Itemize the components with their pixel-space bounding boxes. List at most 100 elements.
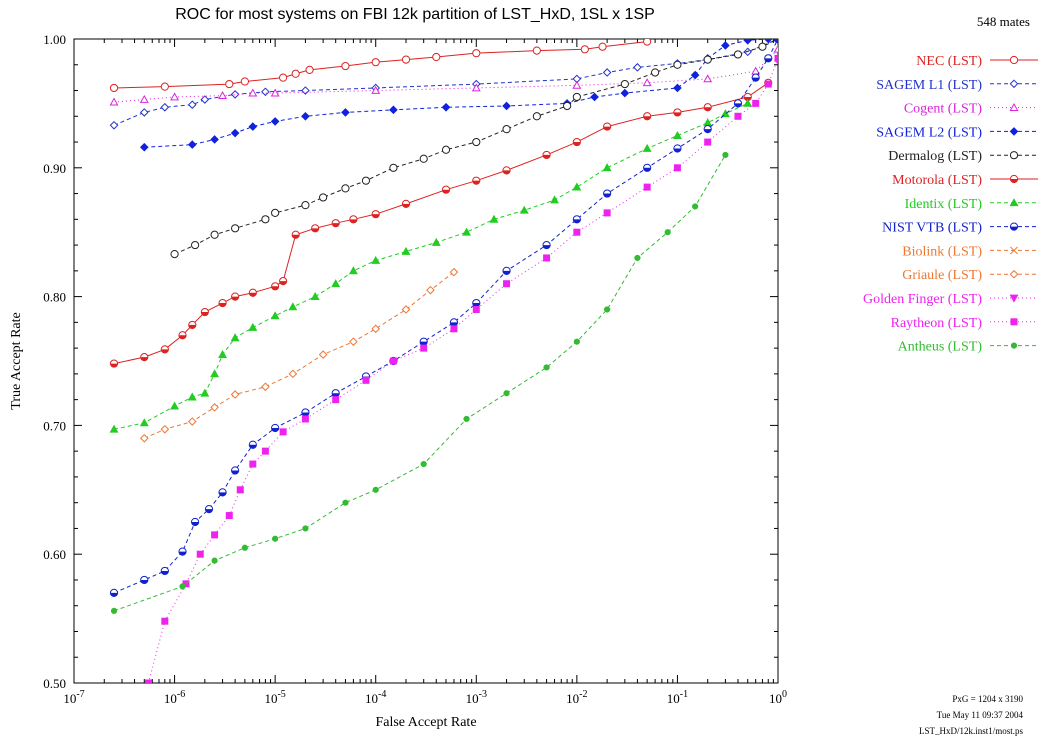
data-point: [673, 83, 682, 93]
x-tick-base: 10: [365, 691, 378, 706]
data-point: [774, 54, 778, 62]
data-point: [401, 55, 411, 64]
x-tick-base: 10: [164, 691, 177, 706]
data-point: [139, 94, 149, 103]
y-tick-label: 0.90: [43, 161, 66, 176]
footnote-file: LST_HxD/12k.inst1/most.ps: [919, 726, 1024, 736]
data-point-half-fill: [764, 58, 772, 62]
data-point: [441, 145, 451, 154]
data-point: [1010, 246, 1018, 255]
series-5: [109, 78, 773, 368]
data-point: [270, 88, 280, 97]
data-point: [161, 617, 169, 625]
data-point: [532, 46, 541, 55]
data-point: [160, 82, 169, 91]
data-point: [673, 164, 681, 172]
data-point-half-fill: [704, 107, 712, 111]
legend-item: NIST VTB (LST): [882, 221, 1038, 236]
data-point: [703, 118, 713, 127]
x-tick-label: 10-5: [264, 689, 285, 706]
data-point: [389, 105, 398, 115]
data-point: [371, 58, 380, 67]
data-point: [543, 364, 550, 371]
data-point: [160, 424, 170, 434]
data-point: [279, 73, 288, 82]
x-tick-label: 10-7: [63, 689, 84, 706]
x-tick-label: 10-1: [667, 689, 688, 706]
data-point: [722, 151, 729, 159]
data-point: [426, 285, 435, 295]
data-point-half-fill: [161, 570, 169, 575]
data-point: [1009, 55, 1019, 65]
data-point-half-fill: [218, 492, 227, 496]
chart-title: ROC for most systems on FBI 12k partitio…: [175, 6, 655, 23]
data-point-half-fill: [774, 39, 778, 43]
series-2: [109, 44, 778, 106]
data-point: [602, 68, 612, 77]
data-point: [692, 203, 699, 210]
legend-label: Raytheon (LST): [891, 316, 983, 331]
series-line: [113, 39, 778, 594]
series-layer: [109, 39, 778, 683]
legend-item: Motorola (LST): [892, 173, 1038, 188]
data-point: [572, 182, 582, 191]
data-point: [720, 109, 730, 118]
series-1: [109, 39, 778, 130]
data-point: [372, 486, 379, 493]
data-point: [236, 486, 244, 494]
data-point: [332, 396, 340, 404]
data-point: [651, 68, 660, 77]
data-point: [261, 382, 270, 392]
x-tick-base: 10: [466, 691, 479, 706]
y-tick-label: 1.00: [43, 32, 66, 47]
data-point: [302, 525, 309, 532]
data-point: [341, 61, 350, 71]
data-point-half-fill: [643, 167, 651, 172]
data-point: [420, 460, 427, 468]
data-point: [743, 39, 753, 45]
data-point: [580, 45, 589, 54]
data-point: [187, 140, 197, 149]
data-point: [763, 39, 773, 44]
data-point-half-fill: [502, 270, 511, 275]
data-point: [319, 193, 328, 202]
legend-item: Golden Finger (LST): [863, 292, 1038, 307]
data-point: [432, 52, 441, 62]
data-point: [179, 583, 186, 590]
series-line: [113, 48, 778, 103]
data-point: [758, 42, 767, 51]
data-point: [642, 78, 652, 87]
data-point: [225, 79, 234, 89]
data-point: [261, 87, 270, 97]
data-point: [489, 214, 499, 223]
data-point: [288, 302, 298, 311]
data-point: [291, 69, 300, 78]
data-point: [743, 98, 753, 107]
data-point: [261, 215, 270, 224]
data-point: [502, 101, 511, 111]
data-point: [270, 117, 280, 126]
data-point: [602, 163, 612, 172]
data-point-half-fill: [178, 551, 187, 556]
data-point: [341, 184, 350, 193]
data-point: [431, 237, 441, 246]
data-point: [463, 415, 470, 423]
data-point: [230, 333, 240, 342]
data-point: [139, 433, 149, 443]
data-point-half-fill: [442, 189, 450, 194]
legend-item: Identix (LST): [905, 197, 1038, 212]
data-point: [288, 369, 298, 379]
data-point-half-fill: [332, 393, 340, 397]
data-point: [230, 90, 240, 99]
data-point: [310, 291, 320, 300]
data-point-half-fill: [603, 193, 611, 198]
data-point-half-fill: [161, 349, 169, 354]
x-tick-label: 10-2: [566, 689, 587, 706]
legend-label: NEC (LST): [916, 54, 982, 69]
data-point: [419, 154, 428, 163]
data-point: [271, 208, 280, 217]
data-point-half-fill: [349, 219, 358, 223]
y-tick-label: 0.50: [43, 676, 66, 691]
data-point: [187, 392, 197, 401]
x-tick-label: 10-4: [365, 689, 386, 706]
